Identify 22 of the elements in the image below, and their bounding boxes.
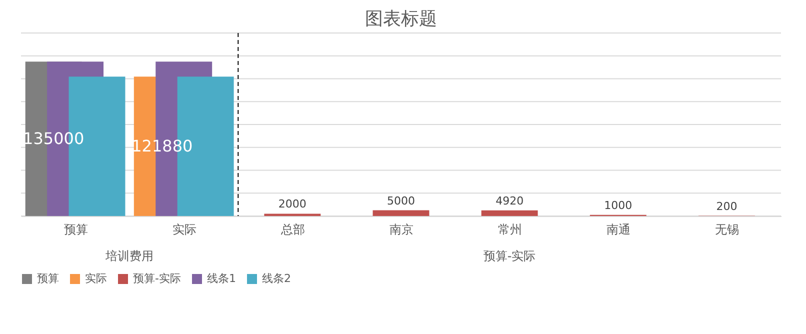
data-label: 5000: [387, 194, 415, 208]
x-tick-label: 常州: [498, 222, 522, 236]
legend-label: 预算-实际: [133, 272, 181, 285]
data-label: 200: [716, 200, 738, 213]
x-tick-label: 南京: [390, 222, 414, 236]
x-tick-label: 总部: [280, 222, 305, 236]
chart-title: 图表标题: [365, 8, 437, 30]
data-label: 1000: [604, 198, 632, 212]
x-tick-label: 无锡: [715, 222, 740, 236]
x-tick-label: 南通: [606, 222, 631, 236]
legend-label: 线条1: [207, 272, 236, 285]
data-label: 4920: [496, 194, 524, 208]
legend-label: 线条2: [262, 272, 291, 285]
text: 预算-实际: [483, 249, 536, 263]
bar: [481, 210, 538, 216]
bar: [372, 210, 430, 216]
data-label: 2000: [278, 198, 306, 211]
legend-label: 实际: [85, 272, 107, 285]
legend-label: 预算: [37, 272, 59, 285]
text: 培训费用: [104, 249, 154, 263]
x-tick-label: 预算: [64, 222, 88, 236]
x-tick-label: 实际: [172, 222, 196, 236]
